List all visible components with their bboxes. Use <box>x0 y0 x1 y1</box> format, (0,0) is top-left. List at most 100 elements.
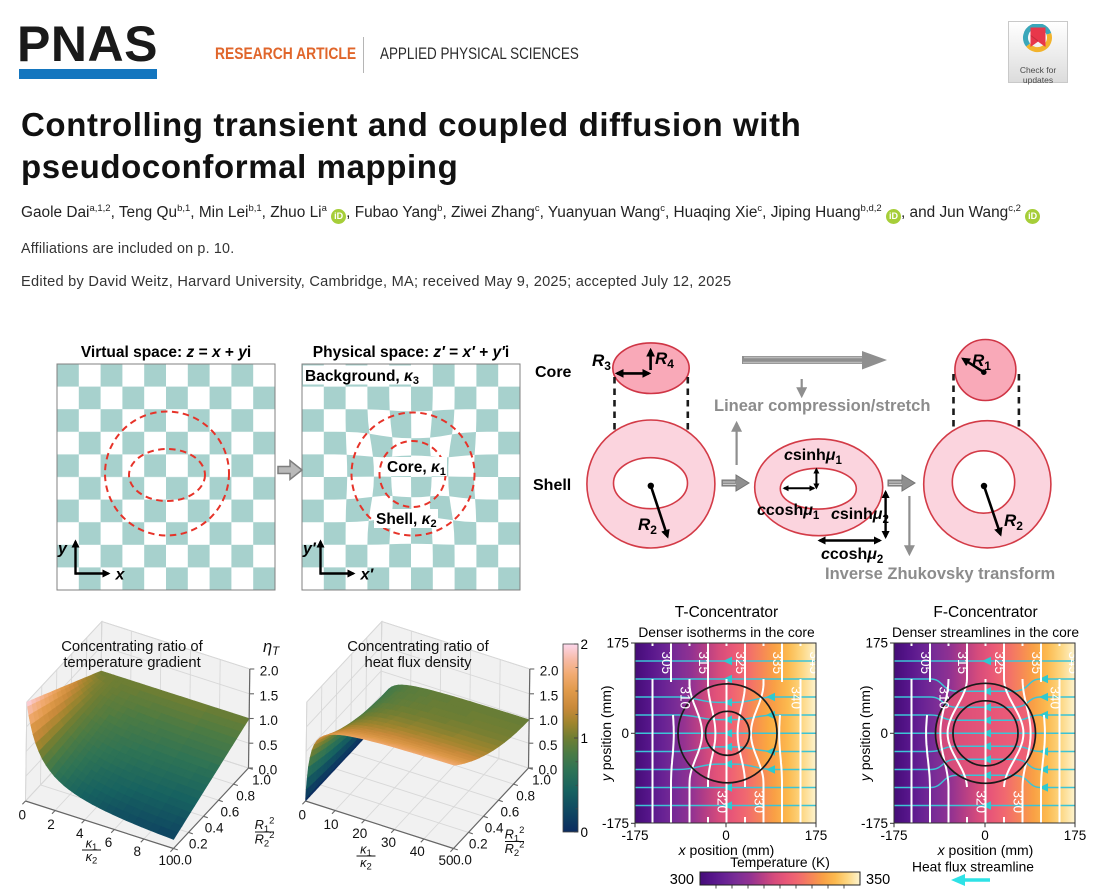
svg-text:T-Concentrator: T-Concentrator <box>675 604 778 621</box>
svg-text:κ2: κ2 <box>86 849 98 867</box>
svg-text:0: 0 <box>621 726 629 741</box>
svg-text:305: 305 <box>659 652 674 675</box>
svg-text:315: 315 <box>955 652 970 675</box>
svg-text:0: 0 <box>880 726 888 741</box>
svg-text:335: 335 <box>1029 652 1044 675</box>
svg-text:-175: -175 <box>602 816 629 831</box>
svg-text:ηT: ηT <box>263 638 280 658</box>
svg-text:0.8: 0.8 <box>236 789 255 804</box>
svg-text:330: 330 <box>752 791 767 814</box>
svg-text:x: x <box>115 567 126 584</box>
svg-text:Heat flux streamline: Heat flux streamline <box>912 860 1034 875</box>
svg-text:340: 340 <box>789 687 804 710</box>
svg-text:330: 330 <box>1011 791 1026 814</box>
svg-text:csinhμ2: csinhμ2 <box>831 506 889 526</box>
svg-text:345: 345 <box>1066 652 1081 675</box>
svg-text:1.0: 1.0 <box>252 773 271 788</box>
svg-text:345: 345 <box>807 652 822 675</box>
svg-text:0.6: 0.6 <box>221 805 240 820</box>
svg-text:κ1: κ1 <box>86 836 98 854</box>
svg-text:0.2: 0.2 <box>469 837 488 852</box>
svg-text:Denser isotherms in the core: Denser isotherms in the core <box>638 625 815 640</box>
svg-text:Concentrating ratio of: Concentrating ratio of <box>61 639 203 655</box>
svg-text:325: 325 <box>992 652 1007 675</box>
svg-text:175: 175 <box>805 828 828 843</box>
svg-text:310: 310 <box>937 687 952 710</box>
svg-text:x position (mm): x position (mm) <box>678 842 775 858</box>
svg-text:Concentrating ratio of: Concentrating ratio of <box>347 639 489 655</box>
svg-text:1.0: 1.0 <box>539 713 558 728</box>
svg-text:0.0: 0.0 <box>539 763 558 778</box>
svg-text:335: 335 <box>770 652 785 675</box>
svg-text:2.0: 2.0 <box>540 664 559 679</box>
svg-text:Shell: Shell <box>533 477 571 494</box>
svg-text:0: 0 <box>299 808 307 823</box>
svg-text:8: 8 <box>134 844 142 859</box>
svg-text:0: 0 <box>981 828 989 843</box>
svg-text:40: 40 <box>410 844 425 859</box>
svg-text:-175: -175 <box>621 828 648 843</box>
svg-text:1.0: 1.0 <box>259 713 278 728</box>
svg-text:340: 340 <box>1048 687 1063 710</box>
svg-text:0.5: 0.5 <box>259 738 278 753</box>
svg-text:1: 1 <box>581 731 589 746</box>
svg-text:175: 175 <box>606 636 629 651</box>
svg-text:0.4: 0.4 <box>205 821 224 836</box>
svg-text:325: 325 <box>733 652 748 675</box>
svg-text:2.0: 2.0 <box>260 664 279 679</box>
svg-text:0.8: 0.8 <box>516 789 535 804</box>
svg-text:ccoshμ2: ccoshμ2 <box>821 546 883 566</box>
svg-text:temperature gradient: temperature gradient <box>63 655 200 671</box>
svg-text:0.2: 0.2 <box>189 837 208 852</box>
svg-text:Temperature (K): Temperature (K) <box>730 855 830 870</box>
svg-text:Linear compression/stretch: Linear compression/stretch <box>714 397 930 415</box>
svg-text:Background, κ3: Background, κ3 <box>305 368 419 387</box>
svg-text:1.0: 1.0 <box>532 773 551 788</box>
svg-text:0: 0 <box>581 825 589 840</box>
svg-text:10: 10 <box>323 817 338 832</box>
svg-text:10: 10 <box>158 853 173 868</box>
svg-text:κ2: κ2 <box>360 855 372 873</box>
svg-text:Virtual space: z = x + yi: Virtual space: z = x + yi <box>81 344 251 361</box>
svg-text:0: 0 <box>19 808 27 823</box>
svg-text:0.0: 0.0 <box>259 763 278 778</box>
svg-text:ccoshμ1: ccoshμ1 <box>757 502 820 522</box>
svg-text:Inverse Zhukovsky transform: Inverse Zhukovsky transform <box>825 565 1055 583</box>
svg-text:320: 320 <box>715 791 730 814</box>
svg-text:0: 0 <box>722 828 730 843</box>
svg-text:R3: R3 <box>592 351 611 373</box>
svg-text:320: 320 <box>974 791 989 814</box>
svg-text:-175: -175 <box>861 816 888 831</box>
svg-text:heat flux density: heat flux density <box>365 655 473 671</box>
svg-text:175: 175 <box>1064 828 1087 843</box>
svg-text:Shell, κ2: Shell, κ2 <box>376 511 437 530</box>
svg-text:1.5: 1.5 <box>540 689 559 704</box>
svg-text:y′: y′ <box>302 541 317 558</box>
svg-text:350: 350 <box>866 872 890 888</box>
svg-text:Physical space: z′ = x′ + y′i: Physical space: z′ = x′ + y′i <box>313 344 509 361</box>
svg-text:20: 20 <box>352 826 367 841</box>
svg-text:305: 305 <box>918 652 933 675</box>
svg-text:-175: -175 <box>880 828 907 843</box>
svg-text:y: y <box>57 541 68 558</box>
svg-text:310: 310 <box>678 687 693 710</box>
svg-text:0.0: 0.0 <box>173 852 192 867</box>
svg-text:0.6: 0.6 <box>501 805 520 820</box>
svg-text:50: 50 <box>438 853 453 868</box>
svg-text:2: 2 <box>581 637 589 652</box>
svg-text:F-Concentrator: F-Concentrator <box>933 604 1037 621</box>
svg-text:315: 315 <box>696 652 711 675</box>
svg-text:175: 175 <box>865 636 888 651</box>
svg-text:6: 6 <box>105 835 113 850</box>
svg-text:y position (mm): y position (mm) <box>857 685 873 782</box>
svg-text:0.0: 0.0 <box>453 852 472 867</box>
svg-text:Core, κ1: Core, κ1 <box>387 459 446 478</box>
svg-text:Denser streamlines in the core: Denser streamlines in the core <box>892 625 1079 640</box>
svg-text:κ1: κ1 <box>360 842 372 860</box>
svg-text:y position (mm): y position (mm) <box>598 685 614 782</box>
svg-text:0.4: 0.4 <box>485 821 504 836</box>
svg-text:4: 4 <box>76 826 84 841</box>
svg-text:x′: x′ <box>360 567 375 584</box>
svg-text:30: 30 <box>381 835 396 850</box>
svg-text:Core: Core <box>535 364 572 381</box>
